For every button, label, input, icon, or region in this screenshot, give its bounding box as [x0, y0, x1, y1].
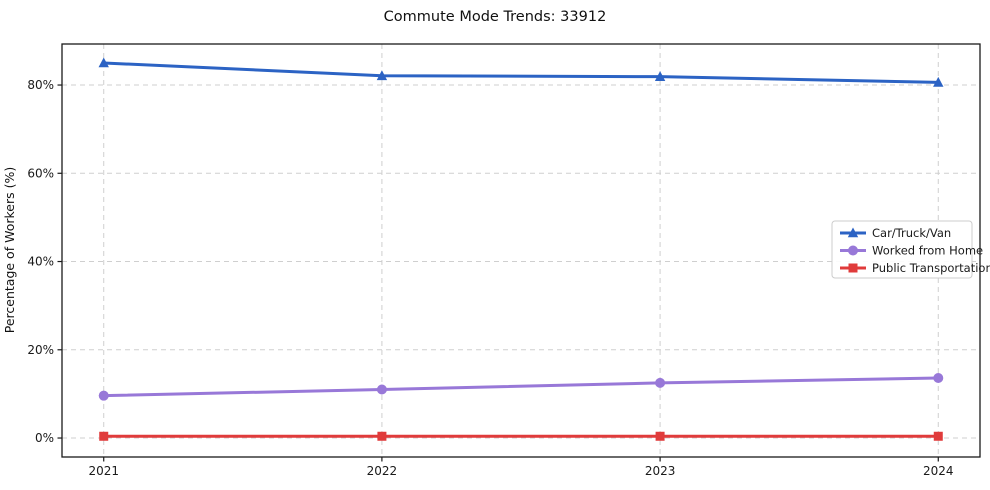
- marker-car-truck-van: [654, 71, 666, 81]
- plot-area: 0% 20% 40% 60% 80% 2021 2022 2023 2024 Car/Truck/…: [27, 43, 990, 478]
- series-public-transportation: [99, 431, 943, 441]
- legend-triangle-icon: [847, 227, 859, 238]
- marker-worked-from-home: [655, 377, 666, 388]
- y-tick-label: 60%: [27, 166, 54, 180]
- legend: Car/Truck/Van Worked from Home Public Tran…: [831, 220, 990, 279]
- x-tick-label: 2023: [645, 464, 676, 478]
- x-tick-label: 2024: [923, 464, 954, 478]
- marker-worked-from-home: [933, 373, 944, 384]
- marker-car-truck-van: [376, 70, 388, 81]
- legend-label: Public Transportation: [872, 261, 990, 275]
- marker-car-truck-van: [933, 76, 944, 87]
- chart-title: Commute Mode Trends: 33912: [384, 9, 607, 25]
- plot-frame: [61, 43, 981, 458]
- legend-circle-icon: [848, 245, 858, 256]
- y-tick-label: 0%: [35, 431, 54, 445]
- series-car-truck-van: [98, 57, 944, 87]
- legend-item-public-transportation: Public Transportation: [840, 261, 990, 275]
- series-line-car-truck-van: [102, 61, 940, 84]
- series-line-worked-from-home: [102, 376, 940, 398]
- legend-item-car-truck-van: Car/Truck/Van: [840, 226, 951, 240]
- legend-box: [831, 220, 973, 279]
- marker-worked-from-home: [376, 384, 387, 395]
- y-tick-label: 80%: [27, 78, 54, 92]
- legend-square-icon: [848, 263, 858, 273]
- series-worked-from-home: [98, 373, 944, 401]
- x-tick-label: 2021: [88, 464, 119, 478]
- y-tick-label: 40%: [27, 255, 54, 269]
- x-tick-label: 2022: [367, 464, 398, 478]
- legend-label: Car/Truck/Van: [872, 226, 951, 240]
- marker-public-transportation: [933, 431, 943, 441]
- y-axis-label: Percentage of Workers (%): [2, 167, 17, 333]
- marker-public-transportation: [377, 431, 387, 441]
- marker-car-truck-van: [98, 57, 109, 68]
- legend-label: Worked from Home: [872, 244, 983, 258]
- marker-worked-from-home: [98, 390, 109, 401]
- legend-item-worked-from-home: Worked from Home: [840, 244, 983, 258]
- y-tick-label: 20%: [27, 343, 54, 357]
- marker-public-transportation: [655, 431, 665, 441]
- marker-public-transportation: [99, 431, 109, 441]
